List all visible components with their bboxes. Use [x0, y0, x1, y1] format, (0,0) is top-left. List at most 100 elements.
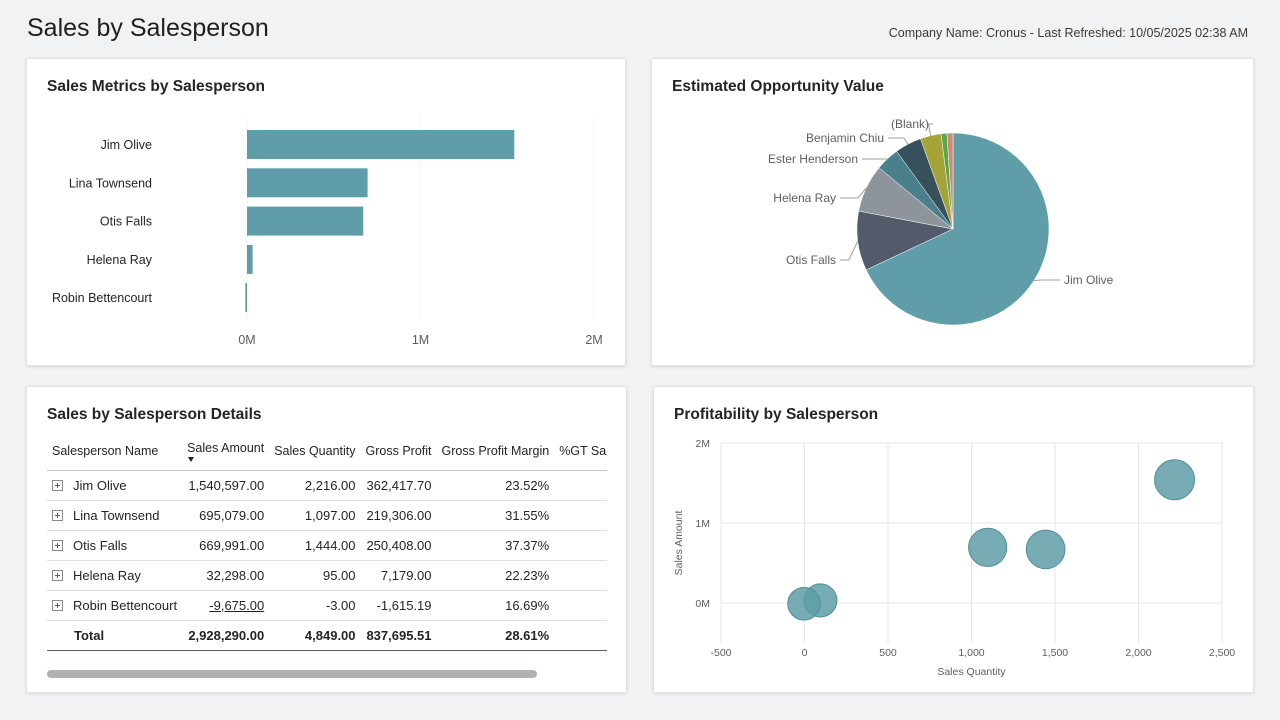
scatter-bubble[interactable] — [1154, 459, 1196, 501]
row-margin: 16.69% — [436, 590, 555, 621]
pie-slice-label: Ester Henderson — [768, 152, 858, 166]
scatter-chart: -500 0 500 1,000 1,500 2,000 2,500 0M 1M 2M Sales … — [673, 438, 1235, 678]
sort-descending-icon — [188, 456, 195, 462]
bar-x-tick-label: 1M — [412, 333, 429, 347]
bar[interactable] — [247, 130, 515, 159]
row-margin: 31.55% — [436, 500, 555, 531]
scatter-x-tick-label: 2,000 — [1125, 647, 1151, 659]
opportunity-value-card[interactable]: Estimated Opportunity Value Jim Olive Oti… — [651, 58, 1254, 366]
row-amount: 32,298.00 — [182, 560, 270, 591]
bar[interactable] — [247, 168, 368, 198]
table-row: Jim Olive 1,540,597.00 2,216.00 362,417.… — [47, 470, 607, 501]
col-sales-amount-label: Sales Amount — [187, 440, 265, 455]
row-amount: 1,540,597.00 — [182, 470, 270, 501]
profitability-title: Profitability by Salesperson — [674, 406, 879, 423]
refresh-info: Company Name: Cronus - Last Refreshed: 1… — [888, 26, 1248, 40]
row-gt-sales — [554, 500, 607, 531]
horizontal-scrollbar[interactable] — [47, 670, 537, 678]
row-qty: 2,216.00 — [269, 470, 361, 501]
opportunity-value-title: Estimated Opportunity Value — [672, 78, 884, 95]
col-gt-sales[interactable]: %GT Sal — [554, 433, 607, 471]
sales-metrics-card[interactable]: Sales Metrics by Salesperson 0M 1M 2M Jim O… — [26, 58, 626, 366]
scatter-y-tick-label: 0M — [695, 598, 710, 610]
row-qty: 95.00 — [269, 560, 361, 591]
total-label: Total — [47, 620, 183, 651]
details-table: Salesperson Name Sales Amount Sales Quan… — [47, 433, 607, 651]
pie-slice-label: (Blank) — [891, 117, 929, 131]
bar-category-label: Robin Bettencourt — [52, 291, 153, 305]
row-margin: 23.52% — [436, 470, 555, 501]
pie-leader-line — [840, 187, 867, 199]
row-qty: 1,444.00 — [269, 530, 361, 561]
bar-category-label: Lina Townsend — [69, 176, 152, 190]
expand-icon[interactable] — [52, 569, 63, 581]
table-header-row: Salesperson Name Sales Amount Sales Quan… — [47, 433, 607, 471]
total-margin: 28.61% — [436, 620, 555, 651]
row-name: Jim Olive — [73, 477, 127, 493]
scatter-x-tick-label: -500 — [710, 647, 731, 659]
row-margin: 22.23% — [436, 560, 555, 591]
table-row: Otis Falls 669,991.00 1,444.00 250,408.0… — [47, 530, 607, 561]
pie-slice-label: Otis Falls — [786, 253, 836, 267]
scatter-bubble[interactable] — [968, 527, 1008, 568]
scatter-x-tick-label: 1,000 — [958, 647, 984, 659]
row-profit: 250,408.00 — [360, 530, 437, 561]
table-row: Lina Townsend 695,079.00 1,097.00 219,30… — [47, 500, 607, 531]
scatter-bubble[interactable] — [1025, 529, 1066, 570]
expand-icon[interactable] — [52, 479, 63, 491]
row-gt-sales — [554, 470, 607, 501]
row-gt-sales — [554, 590, 607, 621]
row-name: Otis Falls — [73, 537, 128, 553]
bar[interactable] — [245, 283, 247, 313]
col-gross-profit[interactable]: Gross Profit — [360, 433, 437, 471]
row-margin: 37.37% — [436, 530, 555, 561]
row-qty: 1,097.00 — [269, 500, 361, 531]
scatter-bubble[interactable] — [787, 587, 821, 621]
profitability-card[interactable]: Profitability by Salesperson -500 0 500 1,0… — [653, 386, 1254, 693]
bar-x-tick-label: 0M — [238, 333, 255, 347]
pie-leader-line — [840, 240, 859, 261]
pie-slice-label: Benjamin Chiu — [806, 131, 884, 145]
row-qty: -3.00 — [269, 590, 361, 621]
scatter-x-tick-label: 500 — [879, 647, 897, 659]
bar-category-label: Jim Olive — [101, 138, 152, 152]
scatter-x-axis-title: Sales Quantity — [937, 666, 1006, 678]
table-row: Robin Bettencourt -9,675.00 -3.00 -1,615… — [47, 590, 607, 621]
total-gt-sales — [554, 620, 607, 651]
expand-icon[interactable] — [52, 539, 63, 551]
col-sales-quantity[interactable]: Sales Quantity — [269, 433, 361, 471]
scatter-y-tick-label: 1M — [695, 518, 710, 530]
row-gt-sales — [554, 560, 607, 591]
col-salesperson-name[interactable]: Salesperson Name — [47, 433, 183, 471]
bar[interactable] — [247, 244, 253, 274]
row-amount: 695,079.00 — [182, 500, 270, 531]
col-sales-amount[interactable]: Sales Amount — [182, 433, 270, 471]
col-gross-profit-margin[interactable]: Gross Profit Margin — [436, 433, 555, 471]
scatter-y-tick-label: 2M — [695, 438, 710, 450]
pie-leader-line — [888, 137, 909, 145]
expand-icon[interactable] — [52, 599, 63, 611]
scatter-x-tick-label: 2,500 — [1209, 647, 1235, 659]
bar-chart: 0M 1M 2M Jim Olive Lina Townsend Otis Falls He… — [52, 117, 603, 347]
row-profit: 219,306.00 — [360, 500, 437, 531]
bar-category-label: Otis Falls — [100, 215, 152, 229]
table-total-row: Total 2,928,290.00 4,849.00 837,695.51 2… — [47, 620, 607, 651]
details-title: Sales by Salesperson Details — [47, 406, 262, 423]
bar[interactable] — [247, 206, 364, 236]
row-name: Helena Ray — [73, 567, 141, 583]
row-name: Robin Bettencourt — [73, 597, 178, 613]
table-row: Helena Ray 32,298.00 95.00 7,179.00 22.2… — [47, 560, 607, 591]
details-table-viewport[interactable]: Salesperson Name Sales Amount Sales Quan… — [47, 433, 607, 653]
row-amount: -9,675.00 — [182, 590, 270, 621]
bar-x-tick-label: 2M — [585, 333, 602, 347]
row-amount: 669,991.00 — [182, 530, 270, 561]
expand-icon[interactable] — [52, 509, 63, 521]
bar-category-label: Helena Ray — [87, 253, 153, 267]
details-card[interactable]: Sales by Salesperson Details Salesperson… — [26, 386, 627, 693]
row-gt-sales — [554, 530, 607, 561]
pie-slice[interactable] — [946, 132, 954, 230]
pie-slice[interactable] — [865, 132, 1050, 326]
row-amount-link[interactable]: -9,675.00 — [209, 597, 265, 613]
row-name: Lina Townsend — [73, 507, 160, 523]
total-profit: 837,695.51 — [360, 620, 437, 651]
